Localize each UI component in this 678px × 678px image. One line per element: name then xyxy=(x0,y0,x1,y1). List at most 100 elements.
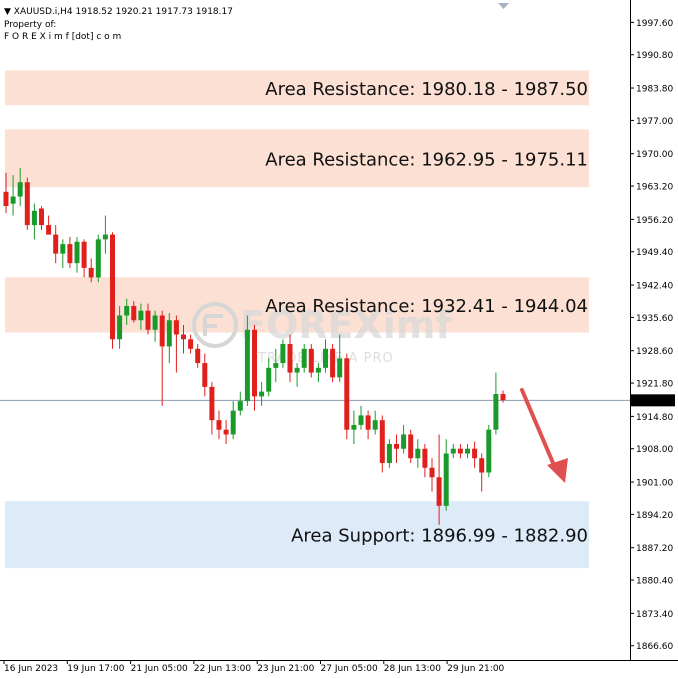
candle xyxy=(344,353,350,440)
candle xyxy=(266,358,272,397)
candle xyxy=(301,344,307,373)
candle-body xyxy=(131,305,137,321)
candle-body xyxy=(102,234,108,240)
zone-resistance-0 xyxy=(5,70,589,106)
candle-body xyxy=(401,434,407,449)
candle xyxy=(88,258,94,283)
y-tick-label: 1921.80 xyxy=(636,380,673,390)
candle xyxy=(145,303,151,335)
chart-shift-marker-icon[interactable] xyxy=(498,3,509,9)
candle-body xyxy=(53,234,59,254)
y-tick-label: 1942.40 xyxy=(636,282,673,292)
candle xyxy=(188,334,194,354)
y-tick-label: 1997.60 xyxy=(636,19,673,29)
current-price-tag: 1918.17 xyxy=(631,394,675,407)
candle xyxy=(486,424,492,478)
candle-body xyxy=(408,434,414,459)
candle xyxy=(124,298,130,326)
candle xyxy=(60,239,66,268)
candle xyxy=(209,382,215,435)
y-tick-label: 1990.80 xyxy=(636,51,673,61)
zone-resistance-1 xyxy=(5,129,589,188)
candle-body xyxy=(31,210,37,226)
candle-body xyxy=(159,315,165,347)
candle-body xyxy=(351,424,357,430)
candle xyxy=(351,410,357,444)
candle xyxy=(131,301,137,323)
candle-body xyxy=(195,348,201,364)
candle xyxy=(74,236,80,273)
candle xyxy=(358,405,364,430)
candle-body xyxy=(173,320,179,335)
y-tick-label: 1928.60 xyxy=(636,347,673,357)
candle-body xyxy=(344,358,350,430)
candle xyxy=(17,167,23,207)
property-line: Property of: xyxy=(4,20,57,30)
watermark-brand: FOREXimf xyxy=(240,303,452,347)
candle-body xyxy=(294,367,300,373)
candle xyxy=(429,458,435,492)
candle xyxy=(152,310,158,342)
zones-layer xyxy=(5,70,589,569)
candle-body xyxy=(372,420,378,430)
candle xyxy=(117,305,123,349)
candle xyxy=(394,434,399,463)
candle-body xyxy=(479,458,485,473)
candle-body xyxy=(60,244,66,254)
candle xyxy=(46,215,52,235)
candle-body xyxy=(436,477,442,506)
candle-body xyxy=(181,334,186,340)
x-tick-label: 27 Jun 05:00 xyxy=(321,664,378,674)
candle-body xyxy=(110,234,115,340)
candle xyxy=(166,313,172,364)
candle-body xyxy=(394,443,399,449)
candle xyxy=(330,344,336,383)
symbol-line: XAUUSD.i,H4 1918.52 1920.21 1917.73 1918… xyxy=(13,7,233,17)
candle-body xyxy=(124,305,130,316)
y-tick-label: 1880.40 xyxy=(636,577,673,587)
candle xyxy=(415,439,421,468)
candle-body xyxy=(39,208,44,226)
zone-resistance-2 xyxy=(5,277,589,333)
candle-body xyxy=(486,429,492,473)
candle xyxy=(230,401,236,440)
candle xyxy=(223,420,229,444)
candle-body xyxy=(230,410,236,435)
candle-body xyxy=(3,191,9,207)
candle-body xyxy=(152,315,158,330)
zone-label-0: Area Resistance: 1980.18 - 1987.50 xyxy=(265,79,588,100)
candle-body xyxy=(67,244,73,264)
candle-body xyxy=(237,401,243,411)
candle-body xyxy=(17,182,23,197)
candle-body xyxy=(266,367,272,392)
forecast-arrow-head-icon xyxy=(547,458,568,483)
candle xyxy=(457,443,463,459)
candle xyxy=(202,353,208,397)
dropdown-triangle-icon[interactable]: ▼ xyxy=(4,7,11,17)
candle-body xyxy=(95,239,101,278)
candle-body xyxy=(500,394,506,401)
candle xyxy=(422,443,428,478)
candle-body xyxy=(422,448,428,468)
candle xyxy=(337,334,343,383)
candle xyxy=(102,215,108,254)
candle xyxy=(365,410,371,440)
candle xyxy=(436,434,442,525)
candle-body xyxy=(450,448,456,454)
candle-body xyxy=(472,448,478,459)
candle-body xyxy=(379,420,385,463)
candle xyxy=(110,232,115,349)
candle xyxy=(294,363,300,387)
candle xyxy=(493,372,499,435)
candle-body xyxy=(273,363,279,368)
candle xyxy=(237,391,243,416)
candle xyxy=(372,410,378,435)
y-tick-label: 1983.80 xyxy=(636,85,673,95)
candle-body xyxy=(429,467,435,478)
candles-layer xyxy=(3,167,506,525)
candle-body xyxy=(358,415,364,425)
y-tick-label: 1956.20 xyxy=(636,216,673,226)
candle xyxy=(53,225,59,264)
candle-body xyxy=(202,363,208,387)
candle-body xyxy=(365,415,371,430)
